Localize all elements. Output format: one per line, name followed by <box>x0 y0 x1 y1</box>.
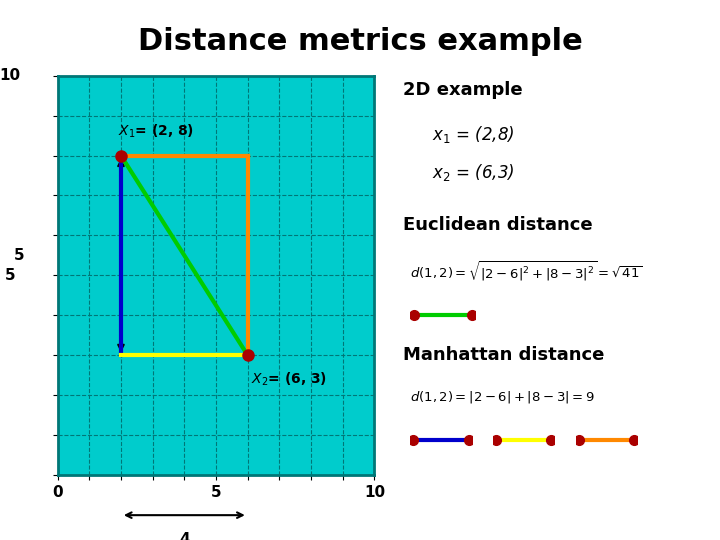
Text: $d(1,2) = \sqrt{|2-6|^2+|8-3|^2} = \sqrt{41}$: $d(1,2) = \sqrt{|2-6|^2+|8-3|^2} = \sqrt… <box>410 259 642 283</box>
Text: 10: 10 <box>0 68 21 83</box>
Text: $X_1$= (2, 8): $X_1$= (2, 8) <box>118 123 194 140</box>
Text: Manhattan distance: Manhattan distance <box>403 346 605 363</box>
Text: $d(1,2) = |2-6|+|8-3| = 9$: $d(1,2) = |2-6|+|8-3| = 9$ <box>410 389 595 405</box>
Text: 2D example: 2D example <box>403 81 523 99</box>
Text: 4: 4 <box>179 532 189 540</box>
Text: $x_1$ = (2,8): $x_1$ = (2,8) <box>432 124 514 145</box>
Text: 5: 5 <box>14 248 25 263</box>
Text: 5: 5 <box>5 268 15 283</box>
Text: Distance metrics example: Distance metrics example <box>138 27 582 56</box>
Text: $X_2$= (6, 3): $X_2$= (6, 3) <box>251 370 327 388</box>
Text: Euclidean distance: Euclidean distance <box>403 216 593 234</box>
Text: $x_2$ = (6,3): $x_2$ = (6,3) <box>432 162 514 183</box>
